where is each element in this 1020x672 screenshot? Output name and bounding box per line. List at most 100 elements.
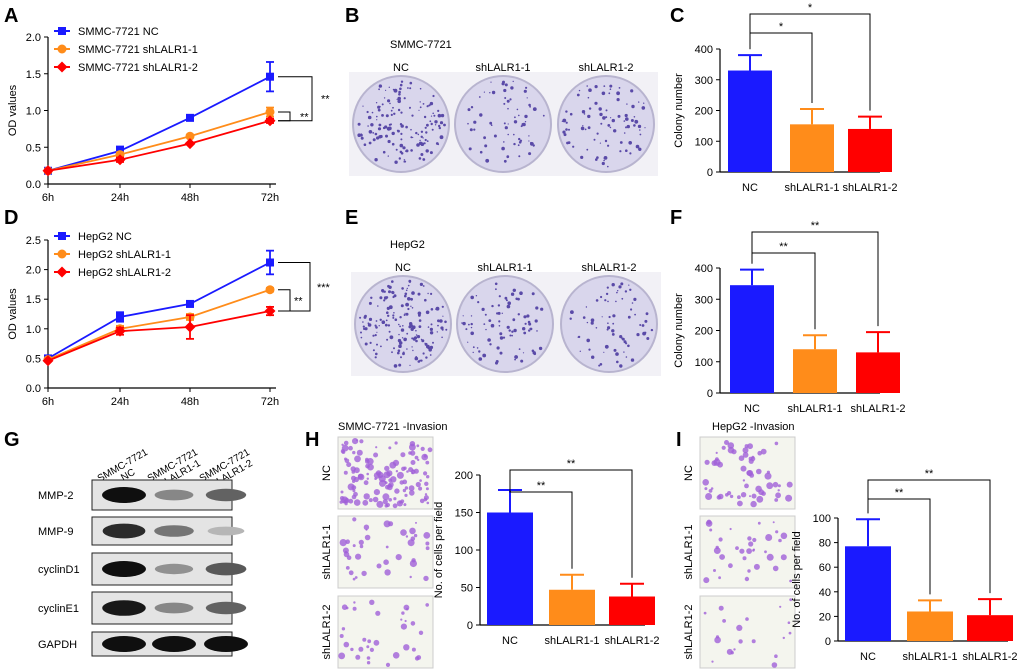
invading-cell — [744, 576, 750, 582]
colony — [468, 323, 470, 326]
panel-letter-e: E — [345, 207, 358, 229]
colony — [634, 119, 639, 124]
significance-label: *** — [317, 282, 331, 294]
colony — [409, 87, 412, 90]
colony — [518, 137, 521, 141]
colony — [582, 125, 584, 127]
colony — [506, 304, 511, 309]
colony — [429, 354, 432, 356]
colony — [401, 287, 404, 290]
colony — [519, 139, 523, 142]
colony — [418, 325, 422, 328]
invading-cell — [352, 544, 356, 548]
colony — [363, 143, 367, 146]
significance-bracket — [278, 289, 291, 312]
colony — [407, 87, 409, 89]
legend-entry-2: SMMC-7721 shLALR1-1 — [78, 44, 198, 56]
invading-cell — [382, 493, 390, 501]
invading-cell — [366, 477, 369, 480]
colony — [418, 314, 421, 317]
data-point-series1 — [266, 72, 274, 81]
colony — [582, 316, 586, 319]
colony — [629, 288, 632, 291]
colony — [432, 112, 435, 115]
colony — [536, 330, 538, 332]
y-tick-label: 200 — [695, 106, 713, 118]
panel-e-title: HepG2 — [390, 239, 425, 251]
colony — [513, 142, 516, 146]
significance-bracket — [278, 261, 311, 312]
colony — [400, 328, 405, 332]
colony — [516, 108, 519, 111]
colony — [430, 308, 434, 311]
colony — [397, 96, 402, 101]
colony — [504, 126, 508, 130]
colony — [514, 116, 516, 119]
invading-cell — [340, 490, 344, 494]
colony — [467, 122, 469, 125]
colony — [506, 155, 510, 159]
colony — [512, 80, 514, 83]
colony — [399, 87, 402, 91]
colony — [438, 126, 441, 130]
colony — [439, 135, 444, 140]
colony — [393, 364, 398, 368]
invading-cell — [427, 447, 433, 453]
colony — [491, 90, 496, 95]
colony — [587, 126, 591, 130]
colony — [388, 290, 391, 294]
colony — [509, 98, 512, 101]
colony — [387, 139, 391, 144]
colony — [506, 99, 510, 103]
colony — [526, 314, 530, 318]
colony — [407, 284, 410, 287]
colony — [398, 333, 400, 336]
colony — [590, 318, 595, 323]
colony — [367, 125, 369, 127]
x-tick-label: NC — [744, 403, 760, 415]
invading-cell — [416, 655, 422, 660]
invading-cell — [400, 452, 406, 458]
y-tick-label: 400 — [695, 44, 713, 56]
invading-cell — [373, 639, 380, 646]
invading-cell — [341, 627, 346, 631]
colony — [475, 295, 478, 297]
x-tick-label: NC — [502, 635, 518, 647]
protein-band — [154, 489, 194, 501]
micrograph-row-label: NC — [321, 465, 333, 481]
data-point-series3 — [42, 165, 54, 177]
y-tick-label: 80 — [819, 538, 831, 550]
colony — [392, 295, 395, 299]
colony — [616, 91, 620, 96]
colony — [578, 89, 581, 92]
colony — [369, 302, 372, 305]
colony — [398, 363, 402, 367]
colony — [512, 288, 516, 292]
y-tick-label: 1.5 — [26, 69, 41, 81]
colony — [398, 344, 402, 349]
colony — [415, 131, 418, 135]
petri-dish — [560, 275, 658, 373]
significance-label: ** — [925, 468, 934, 480]
invading-cell — [419, 498, 425, 504]
invading-cell — [714, 636, 721, 644]
invading-cell — [424, 493, 428, 496]
invading-cell — [339, 500, 343, 504]
invading-cell — [727, 491, 732, 496]
invading-cell — [749, 473, 755, 478]
legend-entry-3: SMMC-7721 shLALR1-2 — [78, 62, 198, 74]
colony — [389, 102, 391, 105]
colony — [616, 291, 618, 294]
colony — [641, 324, 645, 327]
colony — [470, 315, 473, 317]
colony — [593, 138, 596, 141]
colony — [606, 286, 609, 289]
series-line-2 — [47, 288, 271, 361]
colony — [394, 318, 398, 322]
invading-cell — [425, 546, 430, 551]
significance-label: ** — [895, 487, 904, 499]
invading-cell — [737, 495, 741, 500]
invading-cell — [348, 570, 354, 576]
invading-cell — [384, 569, 391, 576]
colony — [591, 355, 595, 359]
